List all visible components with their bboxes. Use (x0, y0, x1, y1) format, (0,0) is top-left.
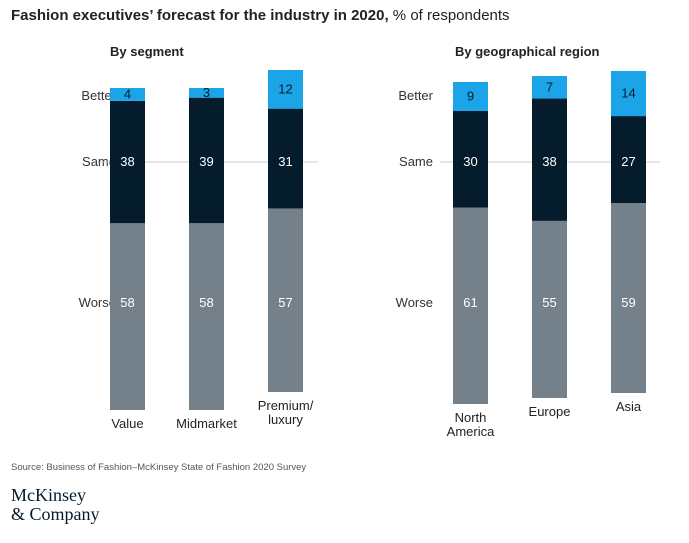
chart-title-bold: Fashion executives’ forecast for the ind… (11, 7, 389, 24)
panel-title-segment: By segment (110, 44, 184, 59)
data-label-same: 38 (120, 154, 134, 169)
data-label-worse: 57 (278, 295, 292, 310)
bar-segment-worse (453, 207, 488, 404)
bar-segment-better (189, 88, 224, 98)
data-label-same: 39 (199, 154, 213, 169)
category-label: Value (111, 416, 143, 431)
panel-title-region: By geographical region (455, 44, 600, 59)
row-label-better: Better (398, 88, 433, 103)
bar-segment-better (268, 70, 303, 109)
category-label: America (447, 424, 495, 439)
stacked-bar-charts: Better Same Worse 58 38 4 Value 58 39 3 Midmarket 5… (79, 70, 660, 439)
mckinsey-logo: McKinsey & Company (11, 486, 100, 524)
bar-segment-same (532, 98, 567, 221)
logo-line-1: McKinsey (11, 485, 86, 505)
bar-segment-better (110, 88, 145, 101)
data-label-same: 27 (621, 154, 635, 169)
chart-title-unit: % of respondents (388, 7, 510, 24)
row-label-same: Same (82, 154, 116, 169)
category-label: Europe (529, 404, 571, 419)
data-label-worse: 58 (199, 295, 213, 310)
data-label-same: 30 (463, 154, 477, 169)
data-label-worse: 59 (621, 295, 635, 310)
data-label-better: 3 (203, 85, 210, 100)
data-label-same: 31 (278, 154, 292, 169)
bar-segment-better (611, 71, 646, 117)
bar-segment-worse (110, 223, 145, 410)
source-note: Source: Business of Fashion–McKinsey Sta… (11, 462, 307, 473)
bar-segment-same (453, 110, 488, 208)
bar-segment-worse (611, 203, 646, 393)
bar-segment-better (453, 82, 488, 111)
bar-segment-worse (532, 220, 567, 398)
data-label-better: 14 (621, 86, 635, 101)
data-label-worse: 55 (542, 295, 556, 310)
data-label-same: 38 (542, 154, 556, 169)
bar-segment-same (189, 97, 224, 224)
bar-segment-same (611, 116, 646, 204)
data-label-better: 12 (278, 81, 292, 96)
category-label: Midmarket (176, 416, 237, 431)
category-label: Premium/ (258, 398, 314, 413)
data-label-worse: 61 (463, 295, 477, 310)
row-label-better: Better (81, 88, 116, 103)
data-label-better: 9 (467, 88, 474, 103)
chart-title: Fashion executives’ forecast for the ind… (11, 7, 510, 24)
bar-segment-worse (268, 208, 303, 392)
bar-segment-better (532, 76, 567, 99)
row-label-worse: Worse (396, 295, 433, 310)
row-label-same: Same (399, 154, 433, 169)
bar-segment-same (110, 100, 145, 224)
row-label-worse: Worse (79, 295, 116, 310)
data-label-worse: 58 (120, 295, 134, 310)
category-label: Asia (616, 399, 642, 414)
logo-line-2: & Company (11, 504, 100, 524)
category-label: North (455, 410, 487, 425)
data-label-better: 7 (546, 79, 553, 94)
data-label-better: 4 (124, 86, 131, 101)
category-label: luxury (268, 412, 303, 427)
bar-segment-worse (189, 223, 224, 410)
bar-segment-same (268, 108, 303, 209)
